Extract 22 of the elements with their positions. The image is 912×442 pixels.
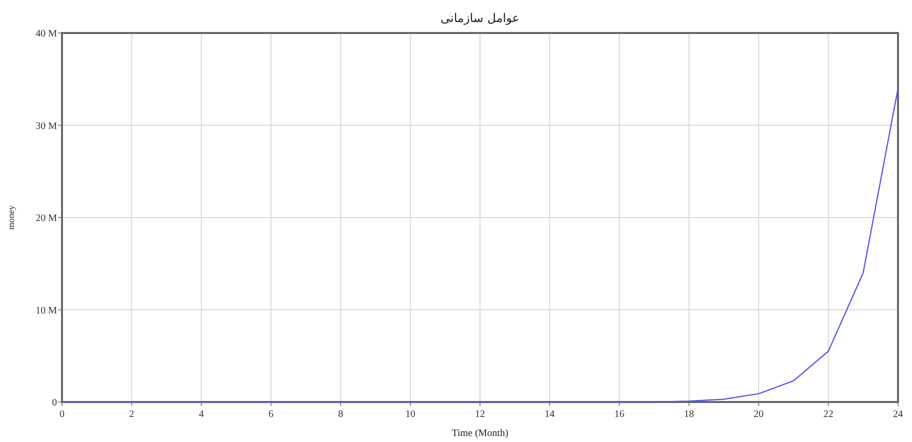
x-tick-label: 24	[893, 409, 903, 420]
x-tick-label: 8	[338, 409, 344, 420]
x-tick-label: 12	[475, 409, 485, 420]
x-tick-label: 18	[684, 409, 694, 420]
line-series	[61, 88, 899, 403]
x-tick-label: 2	[129, 409, 134, 420]
x-tick-label: 14	[544, 409, 555, 420]
x-tick-label: 6	[268, 409, 274, 420]
chart-title: عوامل سازمانی	[440, 11, 520, 25]
y-tick-label: 40 M	[36, 28, 58, 40]
y-tick-label: 20 M	[36, 213, 58, 224]
y-tick-label: 0	[52, 398, 57, 408]
y-axis-title: money	[6, 204, 16, 230]
x-tick-label: 0	[60, 409, 64, 420]
x-tick-label: 10	[405, 409, 416, 420]
x-tick-label: 4	[198, 409, 204, 420]
x-tick-label: 20	[754, 409, 764, 420]
y-tick-label: 30 M	[36, 120, 58, 132]
y-tick-label: 10 M	[36, 305, 58, 316]
x-tick-label: 16	[614, 409, 624, 420]
x-axis-title: Time (Month)	[452, 428, 508, 439]
x-tick-label: 22	[823, 409, 834, 420]
